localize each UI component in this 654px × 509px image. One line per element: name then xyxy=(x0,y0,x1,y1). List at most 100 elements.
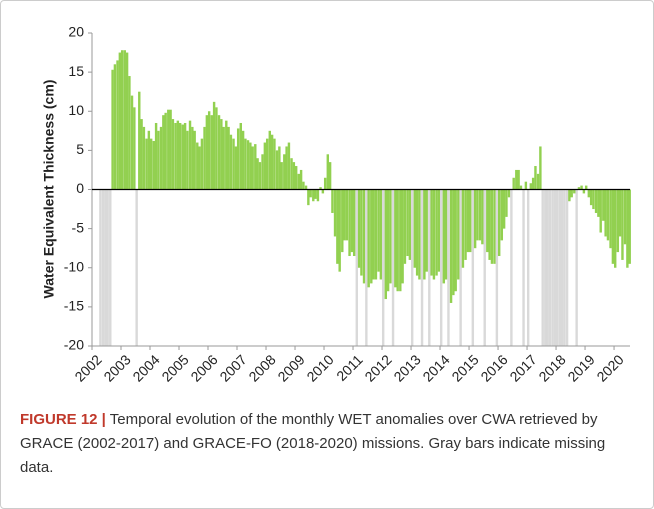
missing-bar xyxy=(558,189,562,346)
bar xyxy=(130,95,134,190)
missing-bar xyxy=(541,189,544,346)
missing-bar xyxy=(495,189,499,346)
bar xyxy=(582,189,586,194)
missing-bar xyxy=(555,189,559,346)
bar xyxy=(408,189,412,260)
bar xyxy=(283,154,286,190)
missing-bar xyxy=(526,189,530,346)
bar xyxy=(580,185,583,190)
bar xyxy=(599,189,602,233)
bar xyxy=(611,189,615,264)
bar xyxy=(524,181,528,190)
bar xyxy=(152,140,155,190)
bar xyxy=(403,189,407,264)
bar xyxy=(517,169,520,190)
bar xyxy=(200,138,204,190)
bar xyxy=(140,119,143,190)
bar xyxy=(584,185,588,190)
bar xyxy=(210,115,213,190)
bar xyxy=(609,189,612,249)
bar xyxy=(123,50,126,190)
bar xyxy=(220,119,223,190)
missing-bar xyxy=(104,189,107,346)
bar xyxy=(304,185,308,190)
bar xyxy=(294,166,298,190)
missing-bar xyxy=(560,189,564,346)
x-tick-label: 2019 xyxy=(564,351,597,384)
bar xyxy=(343,189,346,241)
bar xyxy=(529,183,533,190)
bar xyxy=(217,115,221,190)
bar xyxy=(594,189,598,213)
bar xyxy=(379,189,383,280)
bar xyxy=(290,158,293,190)
missing-bar xyxy=(553,189,557,346)
bar xyxy=(488,189,491,260)
bar xyxy=(120,50,124,190)
missing-bar xyxy=(381,189,385,346)
bar xyxy=(145,138,148,190)
bar xyxy=(287,142,291,190)
bar xyxy=(374,189,378,280)
bar xyxy=(159,126,163,190)
bar xyxy=(490,189,494,264)
missing-bar xyxy=(522,189,525,346)
bar xyxy=(181,124,184,190)
bar xyxy=(415,189,419,276)
x-tick-label: 2006 xyxy=(187,351,220,384)
missing-bar xyxy=(106,189,109,346)
bar xyxy=(118,52,122,190)
bar xyxy=(432,189,436,280)
bar xyxy=(169,109,172,190)
x-tick-label: 2007 xyxy=(216,351,249,384)
bar xyxy=(207,111,211,190)
bar xyxy=(360,189,363,276)
bar xyxy=(244,138,247,190)
bar xyxy=(239,122,242,190)
bar xyxy=(205,115,209,190)
bar xyxy=(178,122,182,190)
x-tick-label: 2003 xyxy=(100,351,133,384)
bar xyxy=(497,189,501,257)
bar xyxy=(273,138,276,190)
bar xyxy=(183,122,187,190)
bar xyxy=(437,189,441,272)
bar xyxy=(174,122,177,190)
bar xyxy=(258,162,262,190)
bar xyxy=(348,189,351,257)
bar xyxy=(328,162,332,190)
bar xyxy=(389,189,392,284)
bar xyxy=(326,154,330,190)
x-tick-label: 2018 xyxy=(535,351,568,384)
bar xyxy=(531,177,535,190)
bar xyxy=(171,119,175,190)
bar xyxy=(128,76,131,190)
bar xyxy=(352,189,356,257)
bar xyxy=(602,189,605,221)
x-tick-label: 2020 xyxy=(593,351,626,384)
bar xyxy=(246,140,250,190)
bar xyxy=(261,154,264,190)
bar xyxy=(493,189,496,264)
bar xyxy=(249,142,252,190)
bar xyxy=(333,189,337,237)
bar xyxy=(212,101,216,190)
bar xyxy=(454,189,457,292)
bar xyxy=(614,189,617,268)
bar xyxy=(196,142,199,190)
y-tick-label: -15 xyxy=(64,298,84,314)
bar xyxy=(111,69,114,190)
missing-bar xyxy=(544,189,547,346)
x-tick-label: 2016 xyxy=(477,351,510,384)
bar xyxy=(299,169,303,190)
bar xyxy=(507,189,511,198)
bar xyxy=(225,120,228,190)
missing-bar xyxy=(471,189,475,346)
bar xyxy=(116,60,119,190)
missing-bar xyxy=(439,189,443,346)
bar xyxy=(113,64,117,190)
bar xyxy=(457,189,460,280)
x-tick-label: 2013 xyxy=(390,351,423,384)
bar xyxy=(466,189,470,253)
x-tick-label: 2012 xyxy=(361,351,394,384)
